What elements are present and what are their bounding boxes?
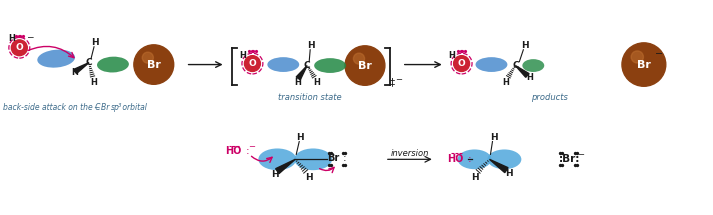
Text: sp: sp	[111, 103, 120, 112]
Text: −: −	[93, 103, 99, 112]
Text: H: H	[239, 51, 246, 60]
Circle shape	[354, 53, 364, 64]
Ellipse shape	[37, 50, 75, 68]
Text: H: H	[8, 34, 15, 43]
Text: H: H	[72, 68, 78, 77]
Text: −: −	[577, 150, 584, 159]
Circle shape	[631, 51, 643, 63]
Ellipse shape	[314, 58, 346, 73]
Ellipse shape	[458, 149, 491, 169]
Text: back-side attack on the C: back-side attack on the C	[4, 103, 101, 112]
Ellipse shape	[476, 57, 508, 72]
Text: ‡: ‡	[389, 77, 394, 87]
Circle shape	[11, 40, 27, 56]
Text: Br: Br	[147, 60, 160, 70]
Text: H: H	[471, 173, 478, 182]
Text: H: H	[91, 78, 98, 87]
Text: H: H	[91, 38, 99, 47]
Text: −: −	[26, 32, 33, 41]
Polygon shape	[276, 159, 295, 174]
Text: transition state: transition state	[278, 93, 342, 102]
Text: HO: HO	[448, 154, 463, 164]
Ellipse shape	[267, 57, 299, 72]
Text: O: O	[249, 59, 256, 68]
Text: H: H	[272, 170, 279, 179]
Text: H: H	[521, 41, 529, 50]
Ellipse shape	[97, 57, 129, 72]
Circle shape	[142, 52, 153, 63]
Polygon shape	[515, 66, 529, 77]
Text: C: C	[86, 58, 93, 67]
Text: Br: Br	[358, 61, 372, 71]
Text: orbital: orbital	[120, 103, 147, 112]
Text: H: H	[448, 51, 455, 60]
Text: −: −	[655, 49, 663, 59]
Text: −: −	[248, 142, 255, 151]
Text: C: C	[512, 61, 518, 70]
Text: H: H	[307, 41, 315, 50]
Circle shape	[453, 56, 470, 71]
Circle shape	[134, 45, 174, 84]
Text: Br: Br	[101, 103, 112, 112]
Circle shape	[245, 56, 260, 71]
Text: H: H	[526, 73, 533, 82]
Ellipse shape	[294, 149, 332, 170]
Ellipse shape	[488, 149, 521, 169]
Text: O: O	[458, 59, 466, 68]
Text: H: H	[297, 133, 304, 142]
Text: H: H	[294, 78, 301, 87]
Ellipse shape	[523, 59, 544, 72]
Text: :Br:: :Br:	[558, 154, 580, 164]
Ellipse shape	[258, 149, 296, 170]
Text: Br: Br	[637, 60, 651, 70]
Text: H: H	[502, 78, 509, 87]
Polygon shape	[296, 66, 307, 80]
Text: :: :	[468, 154, 471, 164]
Polygon shape	[73, 63, 89, 74]
Circle shape	[345, 46, 385, 85]
Circle shape	[622, 43, 666, 86]
Text: :: :	[245, 146, 250, 157]
Text: Br: Br	[327, 153, 339, 163]
Text: :: :	[343, 153, 347, 163]
Text: 3: 3	[118, 103, 121, 108]
Text: H: H	[314, 78, 321, 87]
Text: C: C	[304, 61, 310, 70]
Text: −: −	[395, 75, 402, 84]
Text: H: H	[506, 169, 513, 178]
Text: H: H	[305, 173, 313, 182]
Polygon shape	[490, 159, 508, 173]
Text: inversion: inversion	[391, 149, 429, 158]
Text: H: H	[490, 133, 497, 142]
Text: products: products	[530, 93, 568, 102]
Text: HO: HO	[225, 146, 242, 157]
Text: O: O	[16, 43, 24, 52]
